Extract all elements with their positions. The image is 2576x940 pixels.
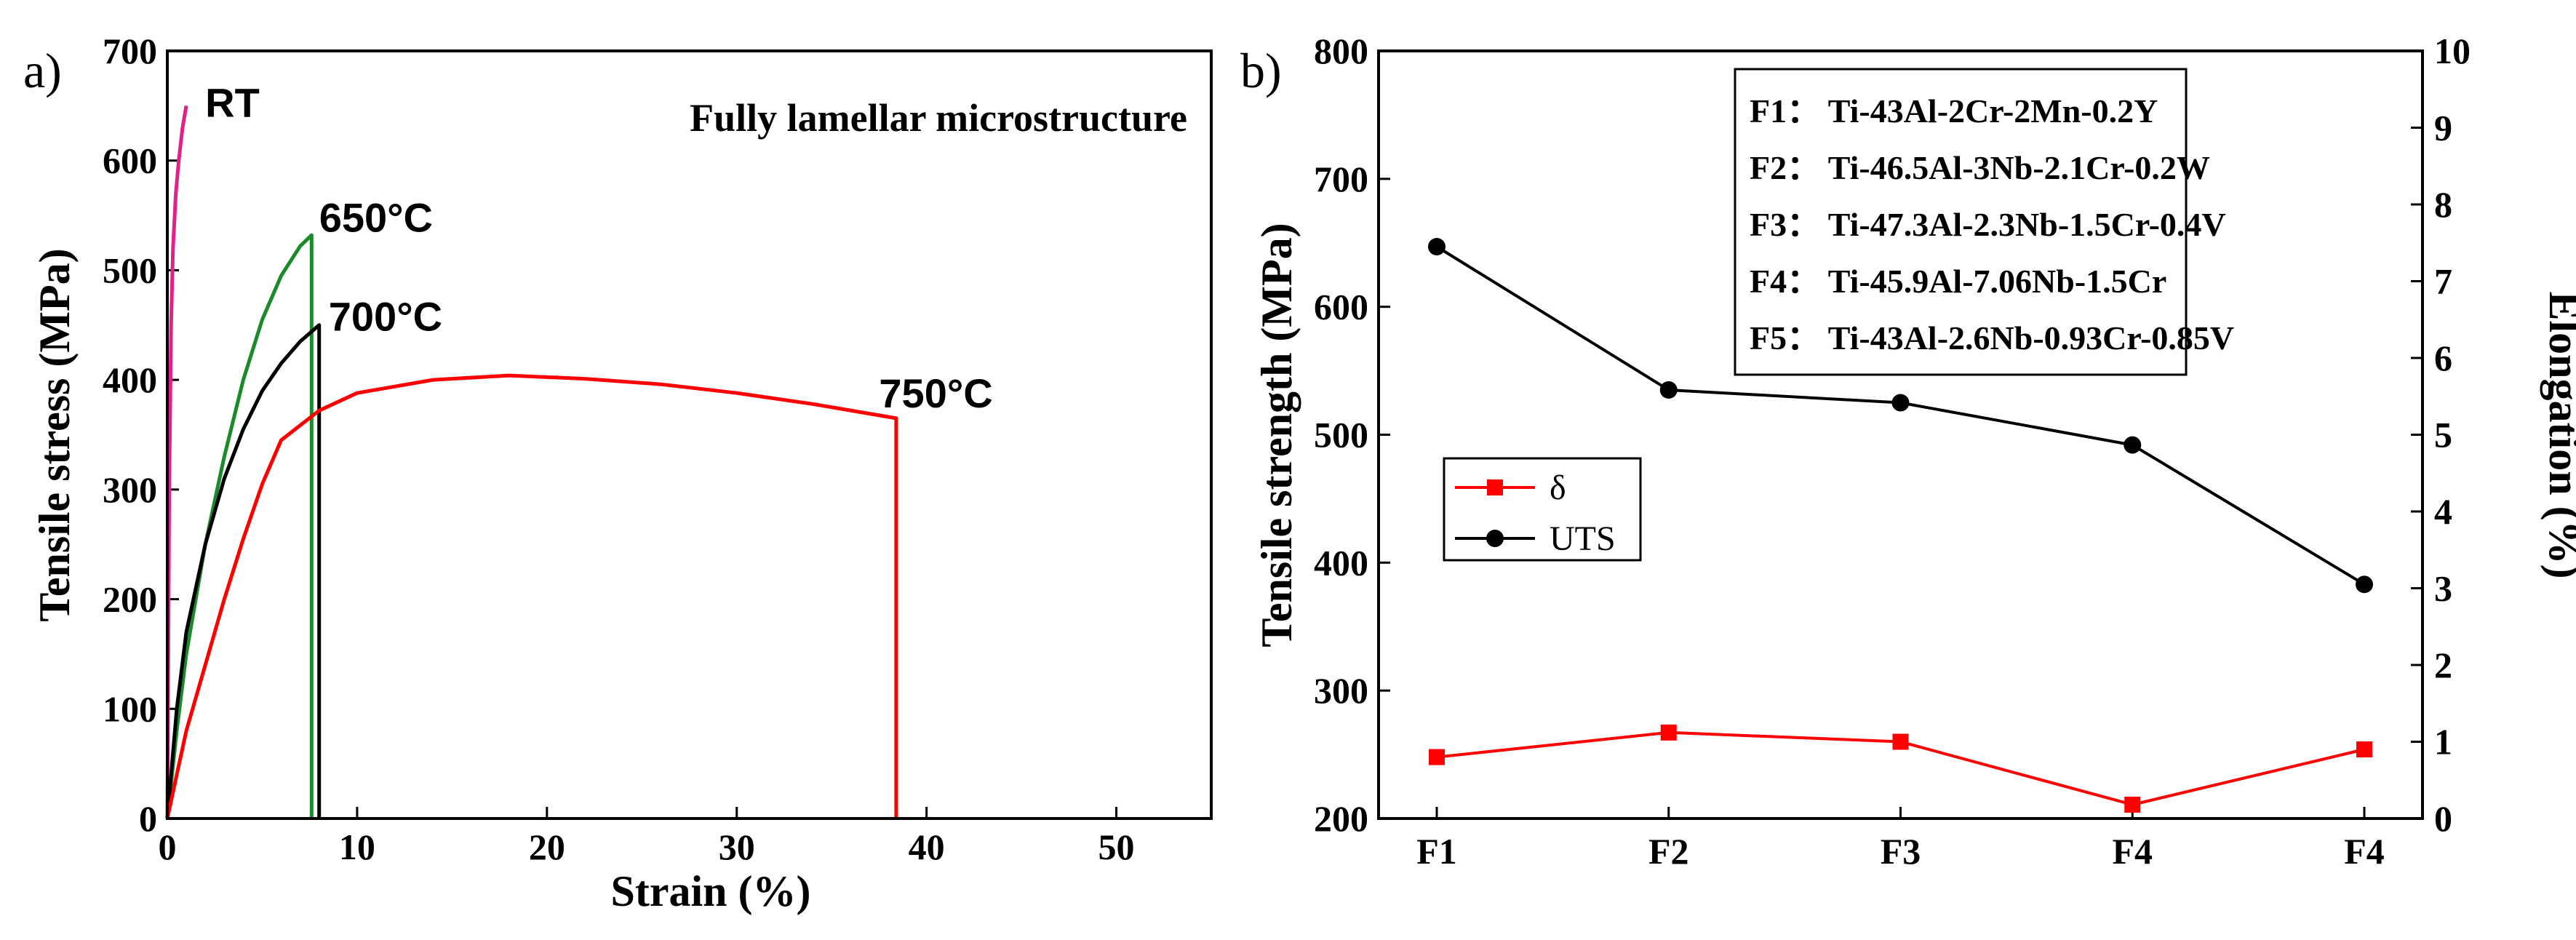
panel-a-y-tick-label: 400 <box>103 359 157 400</box>
panel-a-x-tick-label: 20 <box>529 827 565 867</box>
panel-b-x-tick-label: F3 <box>1881 831 1921 872</box>
panel-b-left-tick-label: 800 <box>1314 31 1368 71</box>
panel-a-y-tick-label: 700 <box>103 31 157 71</box>
panel-b-right-tick-label: 8 <box>2434 184 2452 225</box>
panel-a-x-tick-label: 10 <box>339 827 375 867</box>
composition-box: F1： Ti-43Al-2Cr-2Mn-0.2Y F2： Ti-46.5Al-3N… <box>1734 68 2234 376</box>
composition-f1: F1： Ti-43Al-2Cr-2Mn-0.2Y <box>1750 92 2158 130</box>
panel-a-x-ticks: 0 10 20 30 40 50 <box>159 807 1135 867</box>
panel-b-right-tick-label: 7 <box>2434 261 2452 302</box>
panel-b-label: b) <box>1240 43 1282 98</box>
panel-b-left-y-ticks: 200 300 400 500 600 700 800 <box>1314 31 1390 839</box>
panel-b-x-ticks: F1 F2 F3 F4 F4 <box>1416 807 2385 872</box>
panel-a-x-tick-label: 40 <box>909 827 945 867</box>
panel-b-left-tick-label: 400 <box>1314 542 1368 583</box>
panel-b-right-tick-label: 4 <box>2434 491 2452 532</box>
panel-a-series <box>165 105 898 819</box>
panel-a-y-tick-label: 100 <box>103 688 157 729</box>
panel-b-right-tick-label: 10 <box>2434 31 2471 71</box>
panel-a-label: a) <box>23 43 62 98</box>
panel-a-x-tick-label: 50 <box>1098 827 1135 867</box>
panel-b: b) 200 300 400 500 600 700 800 0 1 2 3 4 5 6 7 8 9 10 F1… <box>1240 31 2576 872</box>
panel-b-plot-frame <box>1377 49 2424 820</box>
panel-b-right-y-ticks: 0 1 2 3 4 5 6 7 8 9 10 <box>2411 31 2471 839</box>
legend-entries: δ UTS <box>1455 469 1616 558</box>
panel-a-y-tick-label: 200 <box>103 579 157 620</box>
panel-b-right-y-axis-label: Elongation (%) <box>2540 291 2576 578</box>
panel-b-left-tick-label: 700 <box>1314 159 1368 199</box>
legend: δ UTS <box>1443 457 1642 562</box>
composition-f4: F4： Ti-45.9Al-7.06Nb-1.5Cr <box>1750 263 2166 300</box>
elongation-point <box>2124 797 2141 813</box>
panel-b-left-tick-label: 500 <box>1314 415 1368 455</box>
panel-b-x-tick-label: F4 <box>2112 831 2153 872</box>
composition-f3: F3： Ti-47.3Al-2.3Nb-1.5Cr-0.4V <box>1750 206 2226 243</box>
panel-b-right-tick-label: 5 <box>2434 415 2452 455</box>
panel-b-right-tick-label: 2 <box>2434 645 2452 685</box>
panel-a-y-axis-label: Tensile stress (MPa) <box>31 248 79 621</box>
panel-b-right-tick-label: 3 <box>2434 568 2452 609</box>
uts-point <box>2356 575 2373 594</box>
panel-a-curve-labels: RT 650°C 700°C 750°C <box>205 79 993 415</box>
elongation-point <box>1892 733 1909 750</box>
legend-frame <box>1443 457 1642 562</box>
elongation-point <box>1660 724 1677 741</box>
panel-a-title: Fully lamellar microstructure <box>690 96 1187 140</box>
panel-a-x-tick-label: 0 <box>159 827 177 867</box>
curve-label-650C: 650°C <box>319 195 433 241</box>
curve-label-750C: 750°C <box>879 370 992 416</box>
composition-list: F1： Ti-43Al-2Cr-2Mn-0.2Y F2： Ti-46.5Al-3N… <box>1750 92 2234 357</box>
panel-b-left-y-axis-label: Tensile strength (MPa) <box>1253 223 1301 647</box>
uts-point <box>2124 436 2142 454</box>
panel-b-right-tick-label: 6 <box>2434 338 2452 378</box>
legend-marker-circle <box>1486 530 1504 547</box>
uts-point <box>1428 238 1445 256</box>
panel-a-plot-frame <box>166 49 1213 820</box>
panel-b-right-tick-label: 1 <box>2434 722 2452 762</box>
panel-b-x-tick-label: F1 <box>1416 831 1457 872</box>
panel-a-y-tick-label: 0 <box>139 798 157 839</box>
curve-650C <box>165 233 314 819</box>
curve-750C <box>165 373 898 819</box>
uts-point <box>1891 394 1910 412</box>
panel-a-y-tick-label: 300 <box>103 469 157 510</box>
panel-b-series <box>1428 238 2373 813</box>
curve-700C <box>165 323 322 819</box>
composition-box-frame <box>1734 68 2188 376</box>
elongation-point <box>1429 749 1445 765</box>
curve-label-RT: RT <box>205 79 260 125</box>
panel-b-x-tick-label: F4 <box>2344 831 2385 872</box>
legend-label: δ <box>1550 469 1566 507</box>
panel-b-left-tick-label: 300 <box>1314 670 1368 711</box>
uts-point <box>1659 381 1678 399</box>
panel-b-left-tick-label: 600 <box>1314 287 1368 327</box>
panel-b-right-tick-label: 0 <box>2434 798 2452 839</box>
legend-marker-square <box>1487 479 1503 495</box>
panel-a-y-tick-label: 500 <box>103 250 157 290</box>
panel-b-x-tick-label: F2 <box>1648 831 1689 872</box>
panel-a-y-ticks: 0 100 200 300 400 500 600 700 <box>103 31 179 839</box>
composition-f2: F2： Ti-46.5Al-3Nb-2.1Cr-0.2W <box>1750 149 2210 186</box>
panel-b-right-tick-label: 9 <box>2434 108 2452 148</box>
composition-f5: F5： Ti-43Al-2.6Nb-0.93Cr-0.85V <box>1750 319 2234 357</box>
panel-a: a) Fully lamellar microstructure 0100200… <box>23 31 1213 915</box>
curve-label-700C: 700°C <box>329 293 442 339</box>
panel-a-y-tick-label: 600 <box>103 140 157 181</box>
panel-b-left-tick-label: 200 <box>1314 798 1368 839</box>
panel-a-x-axis-label: Strain (%) <box>611 867 811 915</box>
elongation-point <box>2356 741 2372 758</box>
panel-a-x-tick-label: 30 <box>719 827 755 867</box>
legend-label: UTS <box>1550 519 1616 558</box>
